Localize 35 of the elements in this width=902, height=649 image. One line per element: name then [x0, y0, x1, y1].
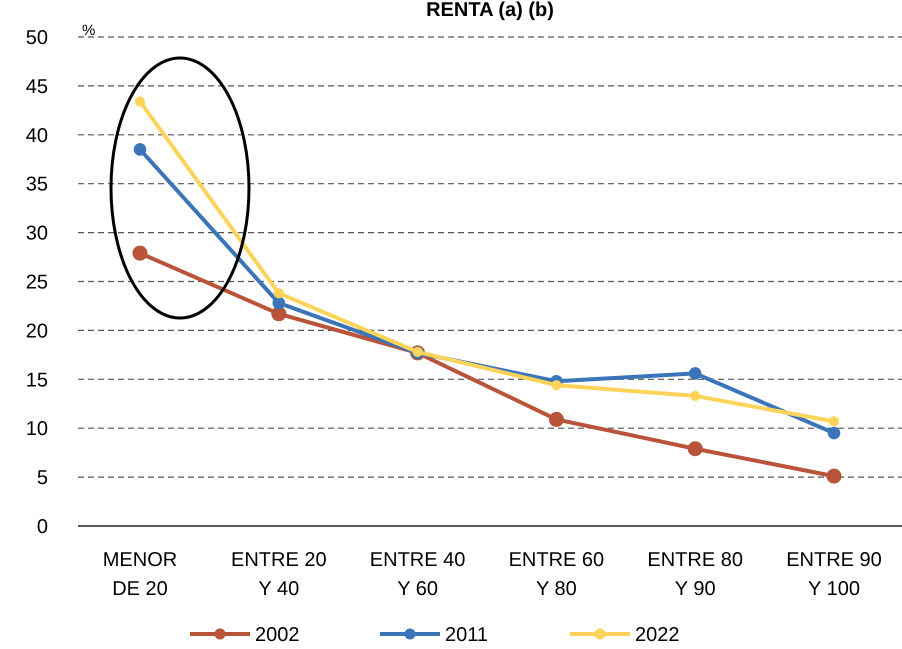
- x-tick-label: ENTRE 90 Y 100: [786, 549, 882, 600]
- y-tick-label: 30: [26, 222, 48, 245]
- y-tick-label: 50: [26, 27, 48, 49]
- y-tick-label: 45: [26, 76, 48, 98]
- y-tick-label: 15: [26, 369, 48, 392]
- y-tick-label: 25: [26, 272, 48, 294]
- y-tick-label: 40: [26, 124, 48, 147]
- point: [132, 246, 148, 261]
- point: [551, 380, 562, 390]
- point: [134, 96, 146, 107]
- point: [274, 288, 284, 298]
- point: [272, 296, 286, 310]
- legend-label: 2002: [255, 624, 300, 646]
- y-tick-label: 10: [26, 418, 48, 440]
- y-tick-label: 35: [26, 174, 48, 196]
- point: [690, 390, 700, 402]
- point: [828, 416, 840, 426]
- x-tick-label: ENTRE 80 Y 90: [647, 549, 743, 600]
- point: [826, 468, 842, 484]
- point: [134, 143, 146, 156]
- y-tick-label: 20: [26, 320, 48, 342]
- x-tick-label: ENTRE 20 Y 40: [231, 549, 327, 600]
- point: [688, 441, 703, 456]
- point: [548, 412, 564, 427]
- x-tick-label: ENTRE 60 Y 80: [508, 549, 604, 600]
- y-axis-title: %: [82, 22, 96, 39]
- y-tick-label: 5: [36, 467, 48, 490]
- x-tick-label: MENOR DE 20: [102, 549, 178, 600]
- point: [828, 426, 840, 440]
- chart-title: RENTA (a) (b): [426, 0, 554, 21]
- x-tick-label: ENTRE 40 Y 60: [370, 549, 466, 600]
- y-tick-label: 0: [36, 516, 48, 538]
- legend-label: 2011: [445, 624, 488, 646]
- point: [688, 367, 702, 380]
- legend-label: 2022: [635, 624, 680, 646]
